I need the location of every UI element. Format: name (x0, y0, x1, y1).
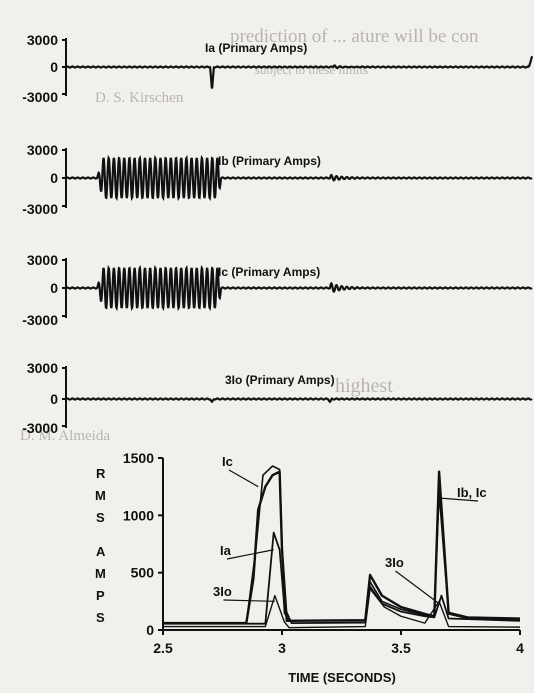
waveform-panel-ic: 3000 0 -3000 Ic (Primary Amps) (22, 252, 533, 328)
rms-series-3io (163, 588, 521, 629)
rms-annotations: Ic Ia 3Io 3Io Ib, Ic (213, 454, 487, 605)
ghost-text-5: D. M. Almeida (20, 428, 110, 444)
rms-xtick-label: 3.5 (391, 640, 411, 656)
rms-ytick-label: 500 (131, 565, 155, 581)
ytick-label-zero: 0 (50, 59, 58, 75)
ghost-text-1: prediction of ... ature will be con (230, 26, 479, 47)
waveform-ib (65, 154, 533, 202)
rms-annotation-leader (395, 570, 440, 605)
rms-ylabel: R M S A M P S (95, 466, 106, 625)
ylabel-letter-p: P (96, 588, 105, 603)
ylabel-letter-s2: S (96, 610, 105, 625)
rms-xtick-label: 3 (278, 640, 286, 656)
ytick-label-bottom: -3000 (22, 312, 58, 328)
ghost-text-3: D. S. Kirschen (95, 90, 184, 106)
rms-annotation-leader (223, 599, 275, 602)
background-text: prediction of ... ature will be con subj… (20, 26, 479, 444)
rms-annotation-label: 3Io (385, 555, 404, 570)
ghost-text-2: subject to these limits (255, 62, 368, 77)
ytick-label-zero: 0 (50, 391, 58, 407)
rms-ytick-label: 1000 (123, 507, 154, 523)
rms-yticks: 1500 1000 500 0 (123, 450, 163, 638)
panel-title: 3Io (Primary Amps) (225, 373, 335, 387)
rms-ytick-label: 0 (146, 622, 154, 638)
ghost-text-4: highest (335, 375, 393, 397)
rms-xtick-label: 2.5 (153, 640, 173, 656)
ylabel-letter-s: S (96, 510, 105, 525)
ytick-label-top: 3000 (27, 252, 58, 268)
panel-title: Ib (Primary Amps) (218, 154, 321, 168)
ylabel-letter-r: R (96, 466, 106, 481)
ytick-label-zero: 0 (50, 170, 58, 186)
ytick-label-bottom: -3000 (22, 420, 58, 436)
waveform-panel-3io: 3000 0 -3000 3Io (Primary Amps) (22, 360, 533, 436)
rms-annotation-leader (228, 469, 259, 488)
ytick-label-bottom: -3000 (22, 201, 58, 217)
rms-annotation-leader (440, 497, 479, 502)
ylabel-letter-m2: M (95, 566, 106, 581)
ytick-label-zero: 0 (50, 280, 58, 296)
rms-ytick-label: 1500 (123, 450, 154, 466)
rms-xticks: 2.5 3 3.5 4 (153, 630, 524, 656)
ytick-label-top: 3000 (27, 32, 58, 48)
rms-annotation-label: Ib, Ic (457, 485, 487, 500)
waveform-ic (65, 264, 533, 312)
ylabel-letter-a: A (96, 544, 106, 559)
waveform-ia (65, 55, 534, 89)
panel-title: Ic (Primary Amps) (218, 265, 320, 279)
rms-series (163, 465, 521, 629)
waveform-panel-ia: 3000 0 -3000 Ia (Primary Amps) (22, 32, 534, 105)
ylabel-letter-m: M (95, 488, 106, 503)
rms-xtick-label: 4 (516, 640, 524, 656)
waveform-panel-ib: 3000 0 -3000 Ib (Primary Amps) (22, 142, 533, 217)
panel-title: Ia (Primary Amps) (205, 41, 307, 55)
rms-series-ia (163, 531, 521, 625)
rms-annotation-label: Ia (220, 543, 232, 558)
rms-chart: R M S A M P S 1500 1000 500 0 2.5 3 3.5 4 Ic Ia… (95, 450, 524, 685)
ytick-label-bottom: -3000 (22, 89, 58, 105)
ytick-label-top: 3000 (27, 142, 58, 158)
rms-annotation-label: Ic (222, 454, 233, 469)
rms-annotation-label: 3Io (213, 584, 232, 599)
rms-annotation-leader (226, 549, 274, 560)
waveform-3io (65, 397, 533, 404)
ytick-label-top: 3000 (27, 360, 58, 376)
rms-xlabel: TIME (SECONDS) (288, 670, 396, 685)
